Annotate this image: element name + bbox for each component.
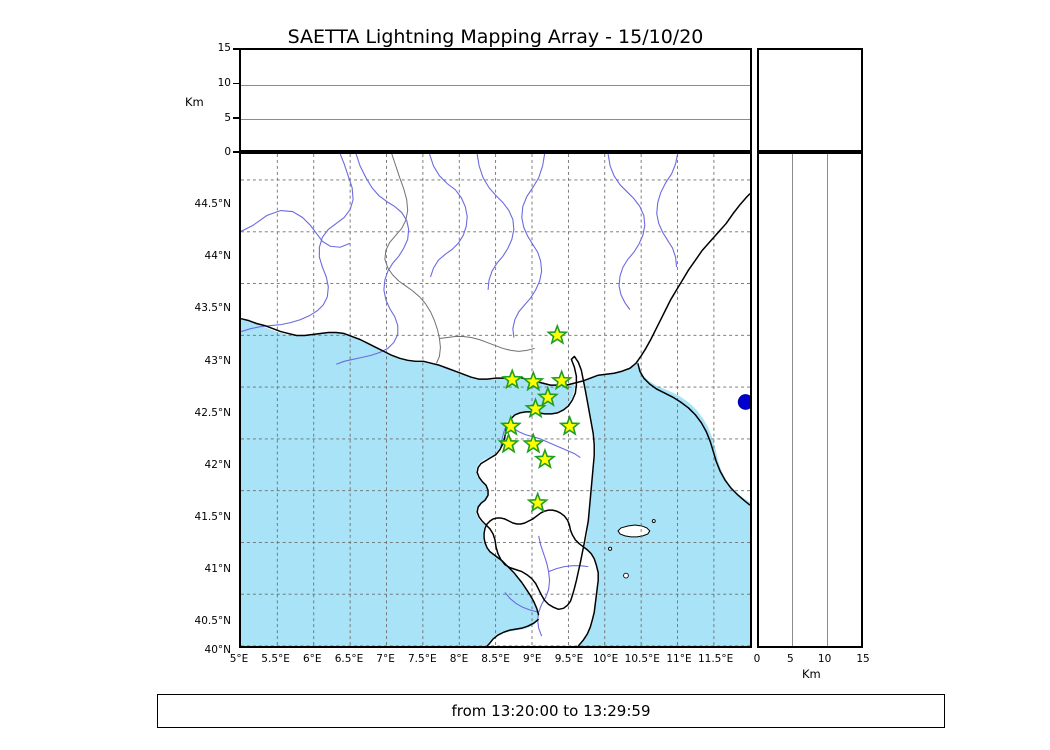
ytick-lat-40: 40°N <box>204 644 231 656</box>
ytick-lat-41.5: 41.5°N <box>194 511 231 523</box>
xtick-km-10: 10 <box>817 653 832 665</box>
station-star-marker <box>524 397 547 419</box>
time-range-caption: from 13:20:00 to 13:29:59 <box>451 702 651 720</box>
island-elba <box>617 524 651 538</box>
xtick-lon-6: 6°E <box>303 653 322 665</box>
rivers <box>241 154 679 637</box>
island-small <box>623 572 629 579</box>
coastlines <box>241 193 750 646</box>
tickmark <box>233 48 239 50</box>
station-star-marker <box>522 432 545 454</box>
xtick-lon-5: 5°E <box>229 653 249 665</box>
station-star-marker <box>536 385 559 407</box>
ytick-lat-40.5: 40.5°N <box>194 615 231 627</box>
xtick-lon-9.5: 9.5°E <box>554 653 584 665</box>
lightning-source-dot <box>737 394 750 410</box>
gridline-alt-5 <box>241 119 750 121</box>
station-star-marker <box>558 414 581 436</box>
panel-latitude-altitude <box>757 152 863 648</box>
station-star-marker <box>546 323 569 345</box>
xtick-lon-8.5: 8.5°E <box>481 653 510 665</box>
landmass-italy <box>637 197 750 503</box>
xtick-lon-9: 9°E <box>523 653 542 665</box>
ytick-top-10: 10 <box>217 77 231 89</box>
station-star-marker <box>550 369 573 391</box>
island-small <box>608 546 613 551</box>
xtick-lon-7: 7°E <box>376 653 395 665</box>
gridline-km-5 <box>792 154 794 646</box>
tickmark <box>233 117 239 119</box>
xtick-lon-10: 10°E <box>592 653 619 665</box>
xtick-lon-10.5: 10.5°E <box>624 653 660 665</box>
station-markers <box>497 323 581 513</box>
panel-altitude-histogram <box>757 48 863 152</box>
tickmark <box>233 151 239 153</box>
ytick-lat-43: 43°N <box>204 355 231 367</box>
xtick-lon-11.5: 11.5°E <box>697 653 734 665</box>
figure-title: SAETTA Lightning Mapping Array - 15/10/2… <box>287 26 704 48</box>
right-panel-xlabel: Km <box>802 667 821 681</box>
xtick-lon-6.5: 6.5°E <box>334 653 364 665</box>
ytick-lat-43.5: 43.5°N <box>194 302 231 314</box>
ytick-top-0: 0 <box>224 146 231 158</box>
station-star-marker <box>499 414 522 436</box>
xtick-lon-8: 8°E <box>449 653 469 665</box>
ytick-top-15: 15 <box>217 42 231 54</box>
xtick-km-0: 0 <box>753 653 761 665</box>
station-star-marker <box>526 491 549 513</box>
ytick-top-5: 5 <box>224 112 231 124</box>
panel-map[interactable] <box>239 152 752 648</box>
political-borders <box>384 154 535 364</box>
xtick-km-5: 5 <box>786 653 794 665</box>
tickmark <box>233 82 239 85</box>
xtick-km-15: 15 <box>856 653 870 665</box>
station-star-marker <box>501 368 524 390</box>
xtick-lon-5.5: 5.5°E <box>261 653 290 665</box>
station-star-marker <box>533 447 557 470</box>
xtick-lon-7.5: 7.5°E <box>408 653 437 665</box>
ytick-lat-44.5: 44.5°N <box>194 198 231 210</box>
panel-altitude-longitude <box>239 48 752 152</box>
xtick-lon-11: 11°E <box>666 653 692 665</box>
station-star-marker <box>497 432 520 454</box>
map-graphic <box>241 154 750 646</box>
top-panel-ylabel: Km <box>185 95 204 109</box>
ytick-lat-44: 44°N <box>204 250 231 262</box>
map-gridlines <box>241 154 750 646</box>
ytick-lat-42.5: 42.5°N <box>194 407 231 419</box>
island-small <box>651 519 656 523</box>
gridline-km-10 <box>826 154 828 646</box>
ytick-lat-42: 42°N <box>204 459 231 471</box>
caption-box: from 13:20:00 to 13:29:59 <box>157 694 945 728</box>
gridline-alt-10 <box>241 84 750 86</box>
ytick-lat-41: 41°N <box>204 563 231 575</box>
station-star-marker <box>522 370 545 392</box>
